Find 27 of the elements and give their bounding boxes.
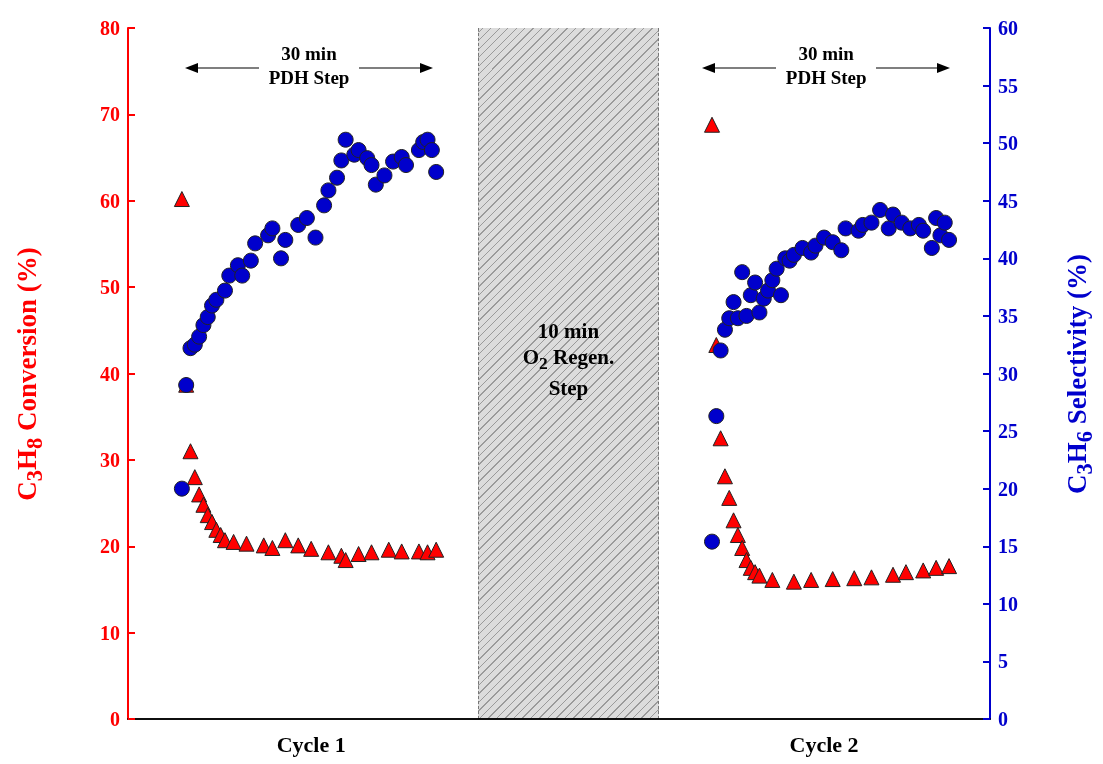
y-tick-label: 60 (100, 189, 120, 212)
y2-tick-label: 40 (998, 247, 1018, 270)
y2-tick-label: 0 (998, 708, 1008, 730)
y2-tick-label: 10 (998, 592, 1018, 615)
y-tick-label: 20 (100, 535, 120, 558)
x-tick-label: Cycle 1 (276, 731, 346, 757)
y2-tick-label: 60 (998, 17, 1018, 39)
y-tick-label: 80 (100, 17, 120, 39)
y2-tick-label: 35 (998, 304, 1018, 327)
y-tick-label: 40 (100, 362, 120, 385)
y2-tick-label: 55 (998, 74, 1018, 97)
y-tick-label: 70 (100, 103, 120, 126)
y-tick-label: 30 (100, 448, 120, 471)
y-tick-label: 0 (110, 708, 120, 730)
annotation: 10 min O$_{2}$ Regen. Step (521, 318, 616, 402)
y2-tick-label: 5 (998, 650, 1008, 673)
y2-tick-label: 25 (998, 420, 1018, 443)
y-tick-label: 50 (100, 276, 120, 299)
y2-tick-label: 50 (998, 132, 1018, 155)
y2-tick-label: 20 (998, 477, 1018, 500)
y2-tick-label: 30 (998, 362, 1018, 385)
x-tick-label: Cycle 2 (789, 731, 859, 757)
y2-tick-label: 45 (998, 189, 1018, 212)
annotation: 30 min PDH Step (784, 42, 868, 90)
annotation: 30 min PDH Step (267, 42, 351, 90)
y2-tick-label: 15 (998, 535, 1018, 558)
y-tick-label: 10 (100, 621, 120, 644)
